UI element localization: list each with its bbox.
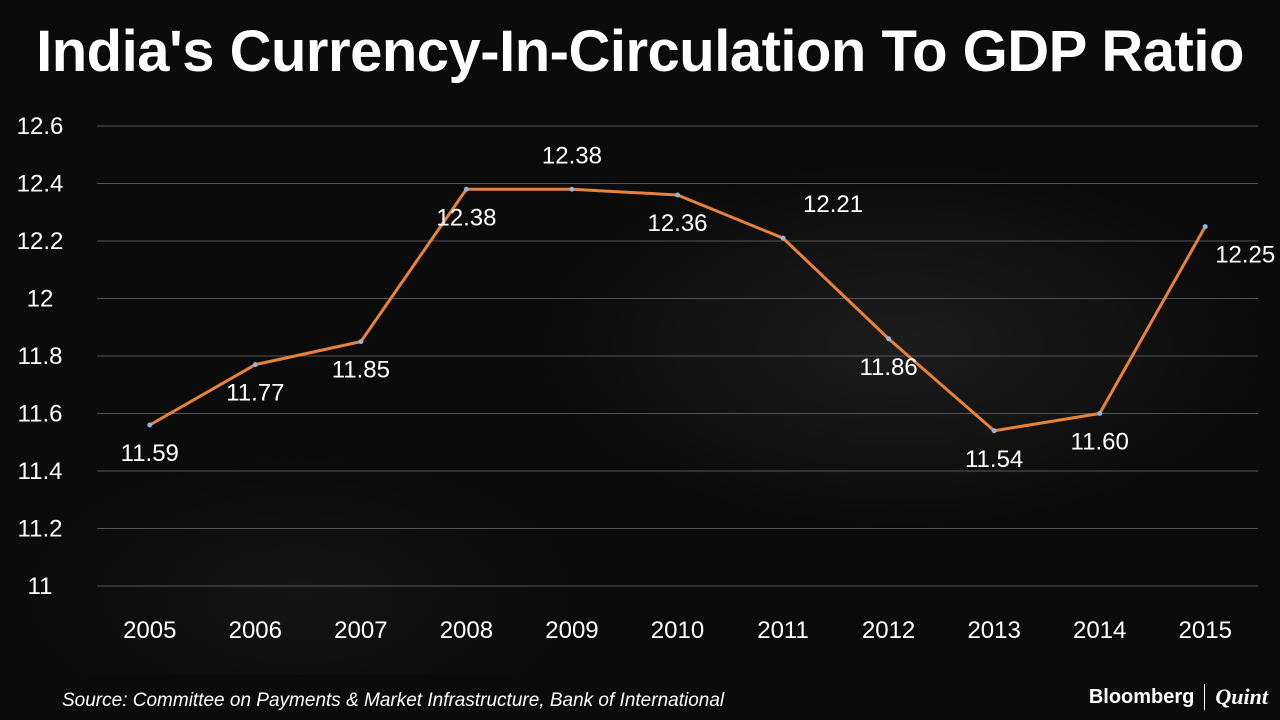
x-tick-label: 2007 (334, 617, 387, 644)
data-point (1202, 224, 1208, 230)
data-labels: 11.59 11.77 11.85 12.38 12.38 12.36 12.21 11.86… (121, 142, 1276, 473)
y-tick-label: 11.6 (18, 401, 63, 428)
data-point (991, 428, 997, 434)
data-point (358, 339, 364, 345)
data-label: 12.25 (1215, 242, 1275, 269)
x-tick-label: 2015 (1179, 617, 1232, 644)
y-tick-label: 11.8 (18, 343, 63, 370)
x-tick-label: 2009 (545, 617, 598, 644)
y-tick-label: 11.2 (18, 516, 63, 543)
y-tick-label: 12.6 (17, 113, 64, 140)
y-tick-label: 12.4 (17, 171, 64, 198)
x-tick-label: 2010 (651, 617, 704, 644)
x-tick-label: 2013 (967, 617, 1020, 644)
data-point (463, 186, 469, 192)
brand-logo: Bloomberg Quint (1089, 684, 1268, 710)
data-label: 12.21 (803, 191, 863, 218)
x-tick-label: 2006 (229, 617, 282, 644)
data-label: 11.85 (332, 357, 390, 384)
x-axis-ticks: 2005 2006 2007 2008 2009 2010 2011 2012 2013 2014… (123, 617, 1232, 644)
data-point (780, 235, 786, 241)
x-tick-label: 2008 (440, 617, 493, 644)
data-label: 12.38 (436, 204, 496, 231)
brand-divider (1204, 684, 1206, 710)
y-tick-label: 11.4 (18, 458, 63, 485)
x-tick-label: 2005 (123, 617, 176, 644)
source-note: Source: Committee on Payments & Market I… (62, 690, 725, 711)
y-tick-label: 12 (27, 286, 54, 313)
x-tick-label: 2012 (862, 617, 915, 644)
data-label: 12.36 (647, 210, 707, 237)
x-tick-label: 2014 (1073, 617, 1126, 644)
y-tick-label: 11 (28, 573, 53, 600)
data-label: 12.38 (542, 142, 602, 169)
y-tick-label: 12.2 (17, 228, 64, 255)
data-label: 11.77 (226, 380, 284, 407)
data-point (886, 336, 892, 342)
data-label: 11.54 (965, 446, 1023, 473)
data-point (569, 186, 575, 192)
data-point (675, 192, 680, 198)
data-point (147, 422, 153, 428)
x-tick-label: 2011 (757, 617, 809, 644)
data-label: 11.59 (121, 440, 179, 467)
data-label: 11.60 (1071, 429, 1129, 456)
brand-bloomberg: Bloomberg (1088, 685, 1195, 708)
data-label: 11.86 (859, 354, 917, 381)
data-point (252, 362, 258, 368)
data-point (1097, 411, 1103, 416)
y-axis-ticks: 11 11.2 11.4 11.6 11.8 12 12.2 12.4 12.6 (17, 113, 64, 600)
chart-title: India's Currency-In-Circulation To GDP R… (36, 19, 1244, 84)
series (147, 186, 1208, 434)
brand-quint: Quint (1215, 684, 1268, 709)
